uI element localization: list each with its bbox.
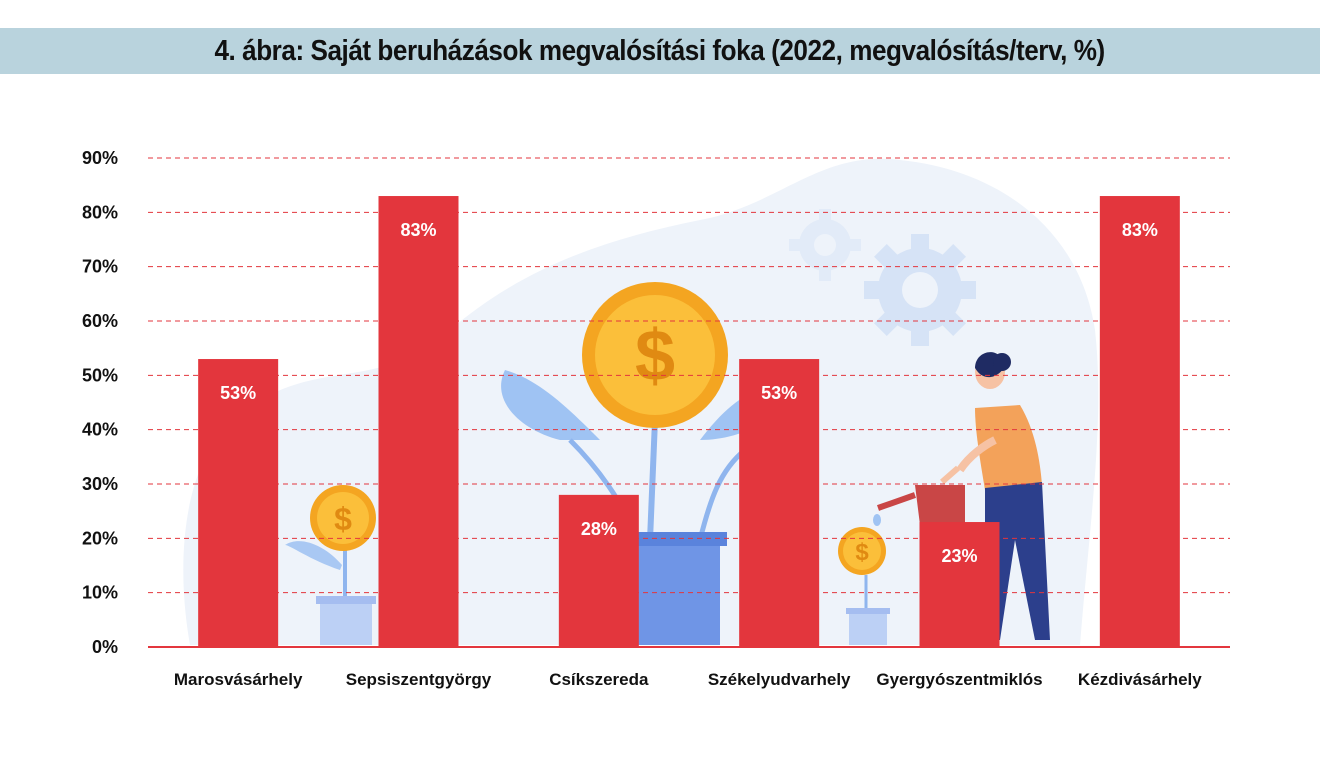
x-category-label: Gyergyószentmiklós [876, 670, 1042, 689]
y-tick-label: 90% [82, 148, 118, 168]
bar [739, 359, 820, 647]
bars [198, 196, 1180, 648]
bar [1099, 196, 1180, 648]
small-gear-icon [789, 209, 861, 281]
y-tick-label: 10% [82, 583, 118, 603]
svg-text:$: $ [334, 501, 352, 537]
bar [558, 494, 639, 647]
gear-icon [864, 234, 976, 346]
chart-title: 4. ábra: Saját beruházások megvalósítási… [214, 34, 1106, 67]
x-category-label: Csíkszereda [549, 670, 649, 689]
x-category-label: Sepsiszentgyörgy [346, 670, 492, 689]
y-tick-label: 60% [82, 311, 118, 331]
gridlines [148, 157, 1230, 594]
y-tick-label: 30% [82, 474, 118, 494]
data-label: 53% [761, 383, 797, 403]
plant-with-coin-small-right: $ [838, 527, 890, 645]
y-axis-ticks: 0% 10% 20% 30% 40% 50% 60% 70% 80% 90% [82, 148, 118, 657]
data-label: 53% [220, 383, 256, 403]
svg-text:$: $ [855, 539, 869, 566]
woman-watering-illustration [873, 352, 1050, 640]
data-labels: 53% 83% 28% 53% 23% 83% [220, 220, 1158, 566]
y-tick-label: 80% [82, 202, 118, 222]
bar [378, 196, 459, 648]
plant-with-coin-small-left: $ [285, 485, 376, 645]
dollar-coin-icon: $ [838, 527, 886, 575]
dollar-coin-icon: $ [582, 282, 728, 428]
y-tick-label: 70% [82, 257, 118, 277]
y-tick-label: 20% [82, 528, 118, 548]
dollar-coin-icon: $ [310, 485, 376, 551]
y-tick-label: 0% [92, 637, 118, 657]
data-label: 83% [1122, 220, 1158, 240]
bar [919, 522, 1000, 647]
x-axis-categories: Marosvásárhely Sepsiszentgyörgy Csíkszered… [174, 670, 1202, 689]
svg-text:$: $ [635, 316, 675, 396]
x-category-label: Kézdivásárhely [1078, 670, 1202, 689]
x-category-label: Marosvásárhely [174, 670, 303, 689]
data-label: 28% [581, 519, 617, 539]
data-label: 83% [400, 220, 436, 240]
y-tick-label: 40% [82, 420, 118, 440]
data-label: 23% [941, 546, 977, 566]
y-tick-label: 50% [82, 365, 118, 385]
bar [198, 359, 279, 647]
x-category-label: Székelyudvarhely [708, 670, 851, 689]
title-bar: 4. ábra: Saját beruházások megvalósítási… [0, 28, 1320, 74]
